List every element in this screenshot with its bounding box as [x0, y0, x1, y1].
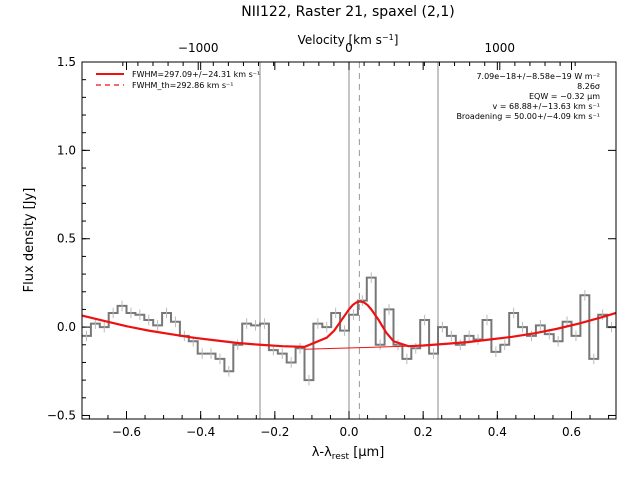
annotation-line: EQW = −0.32 μm — [529, 92, 600, 101]
chart-title: NII122, Raster 21, spaxel (2,1) — [241, 4, 454, 20]
legend: FWHM=297.09+/−24.31 km s⁻¹ FWHM_th=292.86… — [96, 70, 260, 90]
annotation-line: Broadening = 50.00+/−4.09 km s⁻¹ — [456, 112, 600, 121]
legend-label: FWHM_th=292.86 km s⁻¹ — [132, 81, 233, 90]
spectrum-steps — [82, 276, 616, 382]
y-tick-label: 1.5 — [57, 55, 76, 69]
theoretical-fit-curve — [81, 300, 617, 348]
annotation-line: 7.09e−18+/−8.58e−19 W m⁻² — [476, 72, 600, 81]
legend-label: FWHM=297.09+/−24.31 km s⁻¹ — [132, 70, 260, 79]
x-tick-label: −0.2 — [260, 425, 289, 439]
top-x-tick-label: 1000 — [485, 41, 516, 55]
x-tick-label: −0.6 — [112, 425, 141, 439]
x-tick-label: −0.4 — [186, 425, 215, 439]
continuum-baseline — [304, 345, 409, 350]
y-axis-label: Flux density [Jy] — [22, 188, 37, 293]
x-tick-label: 0.4 — [488, 425, 507, 439]
y-tick-label: 0.5 — [57, 232, 76, 246]
y-tick-label: −0.5 — [47, 408, 76, 422]
top-x-tick-label: 0 — [345, 41, 353, 55]
y-tick-label: 1.0 — [57, 143, 76, 157]
top-x-tick-label: −1000 — [178, 41, 219, 55]
annotation-line: 8.26σ — [577, 82, 600, 91]
x-axis-label: λ-λrest [μm] — [312, 445, 385, 462]
x-tick-label: 0.0 — [339, 425, 358, 439]
annotation-line: v = 68.88+/−13.63 km s⁻¹ — [492, 102, 600, 111]
x-tick-label: 0.6 — [562, 425, 581, 439]
x-tick-label: 0.2 — [414, 425, 433, 439]
top-axis-label: Velocity [km s−1] — [298, 33, 399, 47]
y-tick-label: 0.0 — [57, 320, 76, 334]
